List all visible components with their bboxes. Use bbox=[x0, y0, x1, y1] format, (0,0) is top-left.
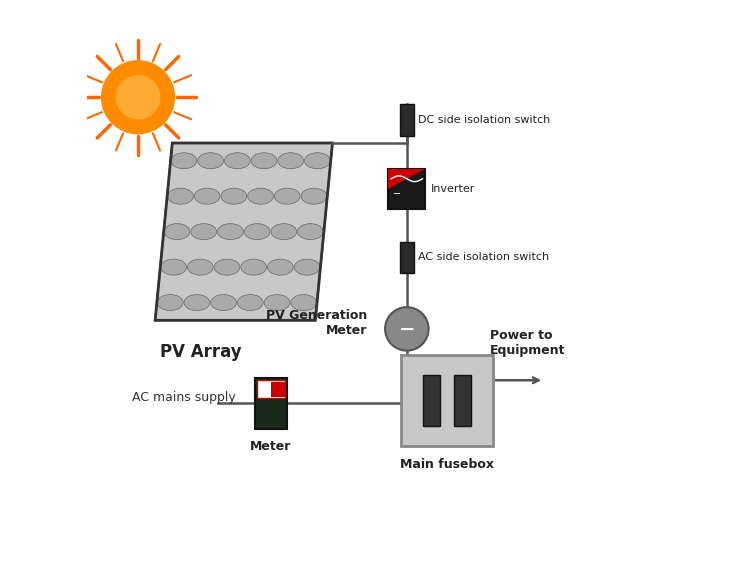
Text: DC side isolation switch: DC side isolation switch bbox=[418, 115, 551, 125]
Ellipse shape bbox=[197, 153, 224, 169]
Text: −: − bbox=[399, 319, 415, 339]
Polygon shape bbox=[388, 169, 425, 189]
Ellipse shape bbox=[221, 188, 247, 204]
Ellipse shape bbox=[247, 188, 273, 204]
Ellipse shape bbox=[211, 295, 236, 311]
FancyBboxPatch shape bbox=[399, 241, 414, 273]
Text: PV Generation
Meter: PV Generation Meter bbox=[265, 309, 367, 337]
FancyBboxPatch shape bbox=[454, 375, 471, 426]
Ellipse shape bbox=[194, 188, 220, 204]
Ellipse shape bbox=[274, 188, 300, 204]
Ellipse shape bbox=[251, 153, 277, 169]
Ellipse shape bbox=[161, 259, 186, 275]
Ellipse shape bbox=[241, 259, 267, 275]
Circle shape bbox=[385, 307, 428, 351]
Ellipse shape bbox=[224, 153, 250, 169]
Ellipse shape bbox=[238, 295, 263, 311]
Ellipse shape bbox=[171, 153, 197, 169]
Text: AC mains supply: AC mains supply bbox=[133, 391, 236, 404]
FancyBboxPatch shape bbox=[401, 355, 492, 446]
Text: Meter: Meter bbox=[250, 440, 291, 454]
Ellipse shape bbox=[278, 153, 303, 169]
Ellipse shape bbox=[157, 295, 183, 311]
Ellipse shape bbox=[214, 259, 240, 275]
Circle shape bbox=[115, 75, 160, 120]
Ellipse shape bbox=[305, 153, 330, 169]
FancyBboxPatch shape bbox=[271, 382, 285, 397]
Ellipse shape bbox=[244, 224, 270, 240]
Text: Main fusebox: Main fusebox bbox=[400, 458, 494, 471]
Ellipse shape bbox=[298, 224, 323, 240]
Text: −: − bbox=[393, 189, 402, 198]
Ellipse shape bbox=[168, 188, 194, 204]
Text: Power to
Equipment: Power to Equipment bbox=[489, 329, 565, 358]
Ellipse shape bbox=[218, 224, 244, 240]
Text: PV Array: PV Array bbox=[160, 343, 241, 361]
FancyBboxPatch shape bbox=[399, 104, 414, 136]
Ellipse shape bbox=[294, 259, 320, 275]
FancyBboxPatch shape bbox=[423, 375, 440, 426]
Ellipse shape bbox=[164, 224, 190, 240]
Text: Inverter: Inverter bbox=[431, 184, 475, 194]
Ellipse shape bbox=[267, 259, 294, 275]
FancyBboxPatch shape bbox=[256, 378, 287, 429]
Circle shape bbox=[101, 60, 175, 134]
Ellipse shape bbox=[271, 224, 297, 240]
Text: AC side isolation switch: AC side isolation switch bbox=[418, 252, 549, 263]
Ellipse shape bbox=[191, 224, 217, 240]
Polygon shape bbox=[155, 143, 332, 320]
FancyBboxPatch shape bbox=[257, 380, 285, 398]
Ellipse shape bbox=[184, 295, 210, 311]
Ellipse shape bbox=[301, 188, 327, 204]
Ellipse shape bbox=[188, 259, 213, 275]
Ellipse shape bbox=[264, 295, 290, 311]
FancyBboxPatch shape bbox=[388, 169, 425, 209]
Ellipse shape bbox=[291, 295, 317, 311]
